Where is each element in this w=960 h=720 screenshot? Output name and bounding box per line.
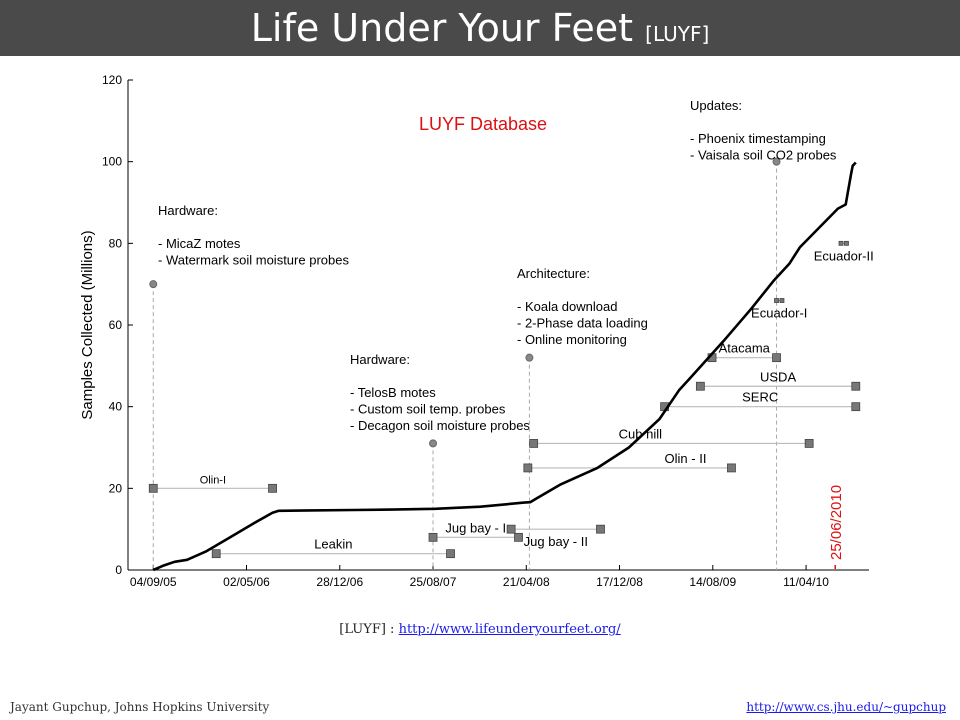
annotation-text: - 2-Phase data loading bbox=[517, 316, 648, 331]
x-tick-label: 14/08/09 bbox=[689, 575, 736, 589]
y-tick-label: 40 bbox=[109, 400, 123, 414]
annotation-text: - Online monitoring bbox=[517, 332, 627, 347]
deployment-end-marker bbox=[851, 381, 861, 391]
chart-title: LUYF Database bbox=[419, 114, 547, 134]
deployment-start-marker bbox=[506, 524, 516, 534]
deployment-end-marker bbox=[446, 549, 455, 559]
x-tick-label: 25/08/07 bbox=[410, 575, 457, 589]
annotation-marker bbox=[772, 157, 781, 166]
title-bar bbox=[0, 0, 960, 56]
annotation-marker bbox=[429, 439, 438, 448]
annotation-marker bbox=[525, 353, 534, 362]
y-tick-label: 100 bbox=[102, 155, 122, 169]
slide-title-main: Life Under Your Feet bbox=[250, 6, 634, 50]
deployment-label: Ecuador-II bbox=[814, 248, 874, 263]
y-tick-label: 0 bbox=[115, 563, 122, 577]
x-tick-label: 17/12/08 bbox=[596, 575, 643, 589]
x-tick-label: 21/04/08 bbox=[503, 575, 550, 589]
deployment-label: Jug bay - II bbox=[524, 534, 588, 549]
footer-homepage-link[interactable]: http://www.cs.jhu.edu/~gupchup bbox=[746, 700, 946, 714]
deployment-start-marker bbox=[428, 532, 438, 542]
deployment-start-marker bbox=[838, 240, 844, 246]
footer-author: Jayant Gupchup, Johns Hopkins University bbox=[10, 700, 270, 714]
y-tick-label: 80 bbox=[109, 236, 123, 250]
annotation-text: Updates: bbox=[690, 98, 742, 113]
x-tick-label: 04/09/05 bbox=[130, 575, 177, 589]
annotation-text: - Decagon soil moisture probes bbox=[350, 418, 530, 433]
annotation-text: - MicaZ motes bbox=[158, 236, 241, 251]
footer-link-container: http://www.cs.jhu.edu/~gupchup bbox=[746, 700, 946, 714]
deployment-end-marker bbox=[727, 463, 736, 473]
deployment-end-marker bbox=[514, 532, 523, 542]
deployment-end-marker bbox=[851, 402, 861, 412]
deployment-label: Cub hill bbox=[619, 426, 662, 441]
annotation-text: - Watermark soil moisture probes bbox=[158, 253, 349, 268]
deployment-label: Atacama bbox=[719, 341, 771, 356]
y-tick-label: 60 bbox=[109, 318, 123, 332]
slide-title: Life Under Your Feet [LUYF] bbox=[0, 6, 960, 56]
annotation-text: Hardware: bbox=[350, 352, 410, 367]
deployment-end-marker bbox=[779, 298, 785, 303]
deployment-end-marker bbox=[268, 483, 277, 493]
annotation-text: - Vaisala soil CO2 probes bbox=[690, 148, 837, 163]
deployment-label: Jug bay - I bbox=[445, 520, 506, 535]
annotation-marker bbox=[149, 280, 158, 289]
annotation-text: - TelosB motes bbox=[350, 385, 436, 400]
annotation-text: Architecture: bbox=[517, 266, 590, 281]
deployment-end-marker bbox=[804, 439, 814, 448]
y-tick-label: 20 bbox=[109, 481, 123, 495]
deployment-start-marker bbox=[774, 298, 779, 303]
annotation-text: - Phoenix timestamping bbox=[690, 131, 826, 146]
deployment-label: Ecuador-I bbox=[751, 306, 807, 321]
deployment-end-marker bbox=[772, 353, 781, 363]
deployment-label: Olin-I bbox=[200, 474, 226, 486]
deployment-label: USDA bbox=[760, 369, 796, 384]
deployment-end-marker bbox=[596, 524, 605, 534]
deployment-end-marker bbox=[844, 240, 849, 246]
annotation-text: - Koala download bbox=[517, 299, 617, 314]
annotation-text: Hardware: bbox=[158, 203, 218, 218]
annotation-text: - Custom soil temp. probes bbox=[350, 402, 506, 417]
x-tick-label: 02/05/06 bbox=[223, 575, 270, 589]
y-axis-label: Samples Collected (Millions) bbox=[79, 230, 96, 419]
deployment-start-marker bbox=[529, 439, 539, 448]
deployment-start-marker bbox=[523, 463, 533, 473]
deployment-start-marker bbox=[211, 549, 221, 559]
deployment-label: Leakin bbox=[314, 537, 352, 552]
deployment-label: SERC bbox=[742, 390, 778, 405]
slide-title-suffix: [LUYF] bbox=[645, 22, 710, 46]
reference-prefix: [LUYF] : bbox=[339, 622, 399, 637]
luyf-database-chart: 0 20 40 60 80 100 120 04/09/05 02/05/06 28/12/06 2… bbox=[79, 73, 874, 589]
reference-link[interactable]: http://www.lifeunderyourfeet.org/ bbox=[398, 622, 621, 637]
x-tick-label: 28/12/06 bbox=[316, 575, 363, 589]
date-marker-label: 25/06/2010 bbox=[828, 485, 845, 560]
deployment-start-marker bbox=[695, 381, 705, 391]
deployment-label: Olin - II bbox=[665, 451, 707, 466]
deployment-start-marker bbox=[148, 483, 158, 493]
x-tick-label: 11/04/10 bbox=[783, 575, 829, 589]
y-tick-label: 120 bbox=[102, 73, 122, 87]
reference-line: [LUYF] : http://www.lifeunderyourfeet.or… bbox=[0, 622, 960, 637]
samples-collected-line bbox=[152, 161, 857, 572]
